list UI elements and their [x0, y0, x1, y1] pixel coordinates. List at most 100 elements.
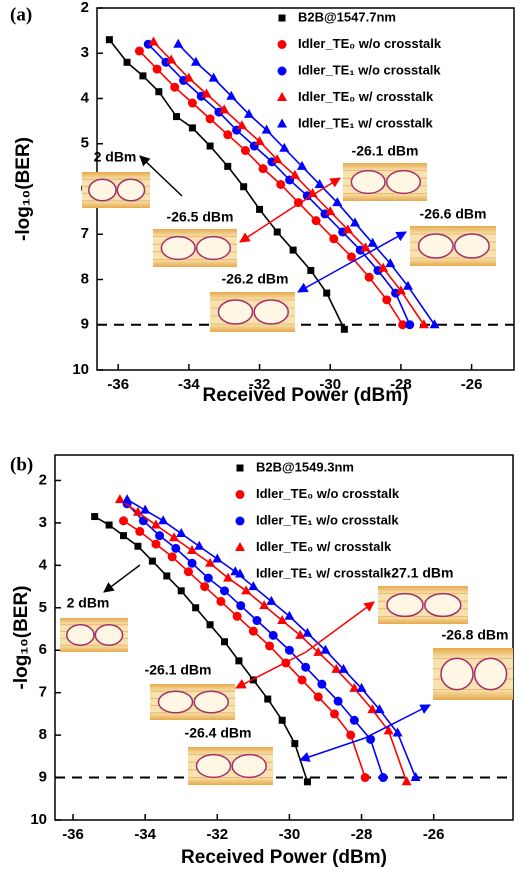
point	[134, 543, 141, 550]
legend-marker	[235, 542, 245, 551]
eye-opening	[159, 691, 193, 713]
point	[249, 627, 258, 636]
legend-marker	[236, 490, 245, 499]
point	[135, 527, 144, 536]
point	[284, 611, 294, 620]
x-tick-label: -32	[206, 826, 228, 843]
point	[266, 596, 276, 605]
panel-label: (a)	[10, 4, 32, 25]
point	[168, 552, 177, 561]
eye-opening	[475, 658, 507, 689]
point	[206, 114, 215, 123]
point	[194, 541, 204, 550]
y-tick-label: 2	[39, 471, 47, 488]
eye-opening	[387, 171, 421, 194]
point	[314, 692, 323, 701]
point	[295, 630, 305, 639]
point	[200, 582, 209, 591]
point	[346, 731, 355, 740]
point	[140, 505, 150, 514]
y-tick-label: 10	[30, 811, 47, 828]
point	[365, 273, 374, 282]
arrow	[240, 208, 292, 242]
eye-opening	[161, 237, 195, 260]
point	[350, 716, 359, 725]
annotation: -26.2 dBm	[222, 271, 289, 287]
legend-label: B2B@1549.3nm	[256, 459, 354, 474]
legend-marker	[278, 40, 287, 49]
point	[188, 559, 197, 568]
eye-diagram	[210, 292, 295, 332]
x-axis-label: Received Power (dBm)	[203, 385, 409, 406]
y-tick-label: 9	[81, 316, 89, 333]
x-tick-label: -36	[107, 376, 129, 393]
arrow	[292, 178, 340, 208]
eye-opening	[441, 658, 473, 689]
y-tick-label: 6	[39, 641, 47, 658]
point	[361, 773, 370, 782]
y-tick-label: 9	[39, 769, 47, 786]
eye-opening	[425, 594, 461, 617]
y-axis-label: -log₁₀(BER)	[13, 137, 34, 241]
point	[124, 59, 131, 66]
point	[317, 680, 326, 689]
eye-opening	[117, 179, 144, 201]
point	[259, 164, 268, 173]
point	[285, 646, 294, 655]
y-tick-label: 5	[81, 135, 89, 152]
eye-opening	[419, 234, 453, 258]
eye-diagram	[433, 648, 513, 700]
eye-opening	[351, 171, 385, 194]
legend-label: Idler_TE₁ w/o crosstalk	[256, 512, 399, 527]
point	[207, 143, 214, 150]
x-tick-label: -34	[134, 826, 156, 843]
point	[240, 183, 247, 190]
arrow	[306, 602, 374, 652]
point	[207, 621, 214, 628]
legend-label: Idler_TE₀ w/o crosstalk	[298, 36, 442, 51]
x-axis-label: Received Power (dBm)	[181, 847, 387, 868]
point	[248, 581, 258, 590]
x-tick-label: -34	[178, 376, 200, 393]
point	[163, 572, 170, 579]
annotation: -26.1 dBm	[352, 143, 419, 159]
point	[269, 631, 278, 640]
annotation: 2 dBm	[67, 595, 110, 611]
point	[307, 267, 314, 274]
point	[220, 586, 229, 595]
eye-diagram	[60, 618, 128, 652]
point	[153, 65, 162, 74]
x-tick-label: -28	[351, 826, 373, 843]
point	[189, 124, 196, 131]
legend-label: Idler_TE₀ w/ crosstalk	[256, 539, 392, 554]
eye-opening	[254, 300, 288, 324]
legend-label: Idler_TE₁ w/ crosstalk	[256, 565, 391, 580]
annotation: 2 dBm	[94, 149, 137, 165]
point	[341, 326, 348, 333]
annotation: -27.1 dBm	[387, 565, 454, 581]
y-tick-label: 8	[39, 726, 47, 743]
point	[155, 531, 164, 540]
point	[304, 778, 311, 785]
point	[120, 532, 127, 539]
arrow	[104, 565, 140, 592]
point	[298, 675, 307, 684]
point	[178, 587, 185, 594]
eye-diagram	[343, 163, 427, 201]
point	[122, 494, 132, 503]
eye-diagram	[153, 229, 237, 267]
point	[256, 206, 263, 213]
point	[106, 522, 113, 529]
point	[405, 320, 414, 329]
point	[119, 516, 128, 525]
annotation: -26.5 dBm	[167, 209, 234, 225]
point	[212, 553, 222, 562]
y-tick-label: 3	[81, 44, 89, 61]
point	[184, 567, 193, 576]
eye-opening	[95, 625, 122, 645]
eye-diagram	[378, 586, 468, 624]
y-tick-label: 7	[39, 684, 47, 701]
eye-diagram	[82, 172, 150, 208]
point	[330, 709, 339, 718]
y-tick-label: 5	[39, 599, 47, 616]
